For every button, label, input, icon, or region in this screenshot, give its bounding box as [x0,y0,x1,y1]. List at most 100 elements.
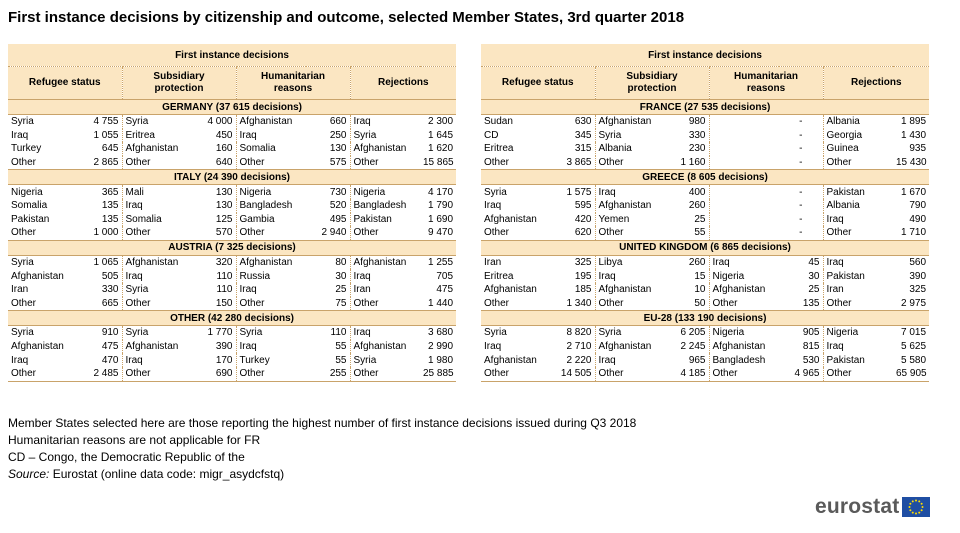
value-cell: 30 [779,269,824,283]
value-cell: 75 [306,296,351,311]
flag-star [909,502,912,505]
citizenship-cell: Iraq [712,257,730,269]
citizenship-cell: Bangladesh [712,354,766,366]
citizenship-cell: Iraq [598,354,616,366]
value-cell: 2 485 [78,366,123,382]
value-cell: 55 [665,226,710,241]
group-header: First instance decisions [481,44,930,67]
citizenship-cell [709,115,779,129]
flag-star [918,500,921,503]
value-cell: 55 [306,339,351,354]
value-cell: 450 [192,128,237,143]
flag-star [908,506,911,508]
right-body: FRANCE (27 535 decisions) Sudan 630 Afghani… [481,99,930,382]
footnote-humanitarian: Humanitarian reasons are not applicable … [8,433,261,447]
citizenship-cell: Eritrea [125,129,155,141]
col-header-refugee: Refugee status [8,66,122,100]
citizenship-cell: Iran [826,284,844,296]
table-row: Iraq 1 055 Eritrea 450 Iraq 250 Syria 1 645 [8,128,456,143]
value-cell: - [779,212,824,227]
value-cell: 250 [306,128,351,143]
citizenship-cell: Afghanistan [353,341,407,353]
value-cell: 1 430 [901,129,927,141]
citizenship-cell: Mali [125,186,144,198]
table-row: Somalia 135 Iraq 130 Bangladesh 520 Bangladesh… [8,198,456,213]
value-cell: 6 205 [665,325,710,340]
citizenship-cell: Afghanistan [11,270,64,282]
citizenship-cell: Afghanistan [239,116,293,128]
value-cell: 30 [306,269,351,283]
value-cell: 505 [78,269,123,283]
citizenship-cell: Afghanistan [712,284,766,296]
citizenship-cell [709,185,779,199]
value-cell: - [779,142,824,156]
value-cell: 130 [192,184,237,199]
value-cell: 1 770 [192,325,237,340]
decisions-table-left: First instance decisions Refugee status … [8,44,457,382]
value-cell: 4 185 [665,366,710,382]
value-cell: 4 755 [78,114,123,129]
citizenship-cell: Other [598,157,624,169]
flag-star [921,502,924,505]
citizenship-cell: Iraq [484,341,502,353]
citizenship-cell: Other [350,366,420,382]
table-row: Other 1 000 Other 570 Other 2 940 Other 9 470 [8,226,456,241]
value-cell: 1 790 [428,200,454,212]
section-title: OTHER (42 280 decisions) [8,310,457,327]
citizenship-cell: Syria [125,327,149,339]
value-cell: 2 990 [428,341,454,353]
citizenship-cell: Afghanistan [484,284,537,296]
value-cell: - [779,226,824,241]
citizenship-cell: Afghanistan [11,341,64,353]
table-row: Sudan 630 Afghanistan 980 - Albania 1 895 [481,114,929,129]
flag-star [915,499,918,502]
citizenship-cell: Other [125,157,151,169]
eurostat-logo: eurostat [815,495,931,518]
value-cell: 15 430 [896,157,927,169]
citizenship-cell: Syria [125,284,149,296]
value-cell: 1 160 [665,155,710,170]
value-cell: 640 [192,155,237,170]
citizenship-cell: Iraq [239,284,257,296]
value-cell: 1 340 [551,296,596,311]
col-header-subsidiary: Subsidiary protection [594,66,709,100]
value-cell: 3 680 [428,327,454,339]
citizenship-cell: Syria [598,129,622,141]
flag-star [909,509,912,512]
value-cell: 15 [665,269,710,283]
value-cell: 110 [192,269,237,283]
citizenship-cell: Other [595,366,665,382]
citizenship-cell: Somalia [11,200,48,212]
citizenship-cell: Iraq [11,354,29,366]
value-cell: 135 [78,198,123,213]
table-row: Other 2 865 Other 640 Other 575 Other 15 865 [8,155,456,170]
col-header-humanitarian: Humanitarian reasons [235,66,350,100]
citizenship-cell: Syria [484,327,507,339]
citizenship-cell: Other [11,297,37,309]
footnote-selection: Member States selected here are those re… [8,416,637,430]
value-cell: - [779,184,824,199]
citizenship-cell: Russia [239,270,271,282]
citizenship-cell: Albania [826,200,860,212]
citizenship-cell: Syria [11,116,34,128]
citizenship-cell: Iran [353,284,371,296]
citizenship-cell: Other [826,227,852,239]
citizenship-cell: Other [239,227,265,239]
citizenship-cell: Guinea [826,143,859,155]
value-cell: 135 [779,296,824,311]
flag-star [918,511,921,514]
value-cell: 665 [78,296,123,311]
value-cell: 1 620 [428,143,454,155]
citizenship-cell: Other [709,366,779,382]
value-cell: 170 [192,353,237,367]
table-row: Syria 8 820 Syria 6 205 Nigeria 905 Nigeria 7 0… [481,325,929,340]
table-row: Afghanistan 475 Afghanistan 390 Iraq 55 Afghan… [8,339,456,354]
citizenship-cell: Iraq [125,270,143,282]
value-cell: 2 865 [78,155,123,170]
value-cell: 2 300 [428,116,454,128]
citizenship-cell: Nigeria [826,327,859,339]
table-row: Afghanistan 505 Iraq 110 Russia 30 Iraq 705 [8,269,456,283]
value-cell: 135 [78,212,123,227]
table-row: Nigeria 365 Mali 130 Nigeria 730 Nigeria 4 170 [8,184,456,199]
citizenship-cell: Iraq [11,129,29,141]
